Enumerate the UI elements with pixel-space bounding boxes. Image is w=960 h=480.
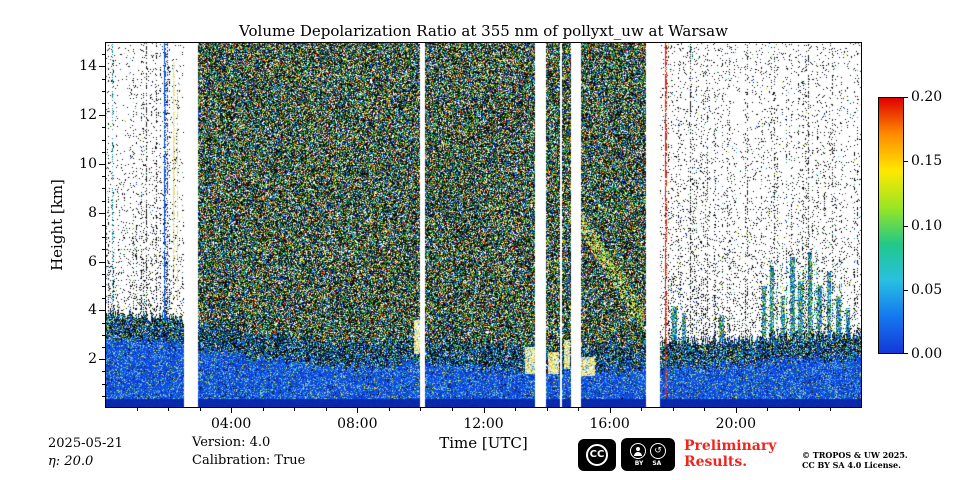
x-minor-tick	[515, 408, 517, 411]
x-minor-tick	[451, 408, 453, 411]
y-minor-tick	[102, 78, 105, 80]
colorbar-tick	[904, 289, 908, 291]
date-label: 2025-05-21	[48, 436, 123, 451]
y-minor-tick	[102, 383, 105, 385]
x-minor-tick	[420, 408, 422, 411]
y-minor-tick	[102, 225, 105, 226]
x-minor-tick	[830, 408, 832, 411]
y-minor-tick	[102, 395, 105, 397]
y-minor-tick	[102, 286, 105, 287]
y-minor-tick	[102, 322, 105, 324]
x-minor-tick	[672, 408, 674, 411]
x-minor-tick	[199, 408, 201, 411]
y-minor-tick	[102, 200, 105, 202]
x-minor-tick	[546, 408, 548, 411]
copyright-line2: CC BY SA 4.0 License.	[802, 460, 901, 470]
y-tick-label: 10	[79, 156, 97, 172]
y-tick	[99, 115, 105, 117]
colorbar-tick-label: 0.20	[911, 89, 943, 105]
x-tick-label: 16:00	[589, 416, 630, 432]
y-tick-label: 8	[88, 204, 97, 221]
colorbar	[878, 97, 904, 354]
colorbar-tick	[904, 97, 908, 98]
y-minor-tick	[102, 139, 105, 141]
y-tick	[99, 359, 105, 361]
y-minor-tick	[102, 273, 105, 275]
y-minor-tick	[102, 151, 105, 153]
sa-label: SA	[652, 460, 662, 467]
x-minor-tick	[578, 408, 580, 411]
y-tick-label: 14	[79, 58, 97, 75]
eta-label: η: 20.0	[48, 454, 94, 469]
copyright-note: © TROPOS & UW 2025. CC BY SA 4.0 License…	[802, 450, 908, 470]
heatmap-canvas	[105, 42, 862, 408]
cc-by-sa-badge: ↺ BY SA	[621, 438, 675, 471]
y-minor-tick	[102, 371, 105, 373]
chart-title: Volume Depolarization Ratio at 355 nm of…	[239, 22, 728, 40]
x-tick	[231, 408, 233, 413]
colorbar-tick-label: 0.15	[911, 153, 943, 170]
x-tick	[483, 408, 485, 413]
y-tick	[99, 164, 105, 165]
x-minor-tick	[168, 408, 170, 411]
y-minor-tick	[102, 127, 105, 129]
x-minor-tick	[704, 408, 706, 411]
by-label: BY	[634, 460, 644, 467]
x-minor-tick	[388, 408, 390, 411]
x-tick	[357, 408, 359, 413]
y-tick-label: 12	[79, 107, 97, 124]
y-minor-tick	[102, 103, 105, 104]
y-tick	[99, 310, 105, 312]
sa-arrow-icon: ↺	[650, 443, 666, 459]
y-minor-tick	[102, 54, 105, 56]
y-tick-label: 4	[88, 302, 97, 319]
y-minor-tick	[102, 188, 105, 190]
copyright-line1: © TROPOS & UW 2025.	[802, 450, 908, 460]
preliminary-note: Preliminary Results.	[684, 438, 776, 470]
x-minor-tick	[325, 408, 327, 411]
plot-area	[105, 42, 862, 408]
colorbar-tick-label: 0.05	[911, 281, 943, 298]
x-tick	[735, 408, 737, 413]
x-minor-tick	[767, 408, 769, 411]
preliminary-line1: Preliminary	[684, 438, 777, 454]
x-minor-tick	[798, 408, 800, 411]
x-tick-label: 20:00	[715, 416, 756, 432]
y-minor-tick	[102, 334, 105, 336]
colorbar-tick	[904, 353, 908, 354]
y-minor-tick	[102, 176, 105, 178]
y-minor-tick	[102, 90, 105, 92]
x-tick-label: 12:00	[463, 416, 504, 432]
colorbar-tick	[904, 225, 908, 227]
y-tick-label: 6	[88, 253, 97, 270]
preliminary-line2: Results.	[684, 454, 748, 470]
y-tick	[99, 66, 105, 68]
y-minor-tick	[102, 249, 105, 251]
x-minor-tick	[294, 408, 296, 411]
cc-license-badges: CC ↺ BY SA	[578, 438, 675, 471]
x-minor-tick	[641, 408, 643, 411]
x-tick-label: 04:00	[210, 416, 252, 432]
x-axis-label: Time [UTC]	[439, 434, 528, 452]
version-label: Version: 4.0	[192, 435, 271, 450]
y-minor-tick	[102, 237, 105, 239]
colorbar-tick	[904, 161, 908, 163]
x-minor-tick	[262, 408, 264, 411]
y-minor-tick	[102, 298, 105, 300]
cc-icon: CC	[586, 443, 608, 466]
cc-badge: CC	[578, 438, 616, 471]
colorbar-tick-label: 0.10	[911, 217, 943, 234]
y-tick	[99, 261, 105, 263]
colorbar-tick-label: 0.00	[911, 346, 943, 362]
by-person-icon	[630, 443, 646, 459]
y-minor-tick	[102, 347, 105, 348]
y-tick	[99, 212, 105, 214]
x-minor-tick	[136, 408, 138, 411]
y-tick-label: 2	[88, 351, 97, 368]
x-tick	[609, 408, 611, 413]
x-tick-label: 08:00	[337, 416, 378, 432]
calibration-label: Calibration: True	[192, 453, 306, 468]
